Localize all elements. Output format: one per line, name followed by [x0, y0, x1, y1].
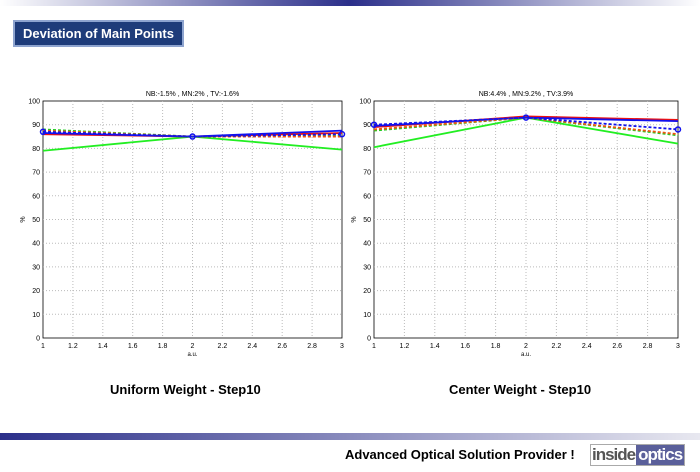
y-tick-label: 90: [363, 122, 371, 129]
y-tick-label: 0: [367, 336, 371, 343]
chart-title: NB:-1.5% , MN:2% , TV:-1.6%: [146, 91, 239, 98]
x-tick-label: 2: [191, 343, 195, 350]
x-tick-label: 1.2: [400, 343, 410, 350]
y-tick-label: 40: [32, 241, 40, 248]
y-tick-label: 40: [363, 241, 371, 248]
x-tick-label: 2.2: [552, 343, 562, 350]
x-tick-label: 2.8: [307, 343, 317, 350]
x-tick-label: 1: [41, 343, 45, 350]
y-tick-label: 10: [363, 312, 371, 319]
series-line-blue-dashed: [373, 116, 679, 131]
y-tick-label: 30: [32, 264, 40, 271]
x-tick-label: 1.8: [491, 343, 501, 350]
caption-center: Center Weight - Step10: [449, 382, 592, 397]
chart-title: NB:4.4% , MN:9.2% , TV:3.9%: [479, 91, 574, 98]
y-tick-label: 100: [28, 99, 40, 106]
y-tick-label: 90: [32, 122, 40, 129]
x-tick-label: 3: [340, 343, 344, 350]
bottom-bar: [0, 433, 700, 440]
y-tick-label: 80: [32, 146, 40, 153]
data-point-marker: [338, 130, 346, 138]
x-tick-label: 2.6: [277, 343, 287, 350]
logo: inside optics: [590, 444, 686, 466]
x-tick-label: 1.8: [158, 343, 168, 350]
x-tick-label: 1.6: [460, 343, 470, 350]
data-point-marker: [674, 126, 682, 133]
y-tick-label: 60: [363, 193, 371, 200]
top-bar: [0, 0, 700, 6]
x-tick-label: 2.4: [582, 343, 592, 350]
chart-uniform-weight: 1 1.2 1.4 1.6 1.8 2 2.2 2.4 2.6 2.8 30102030405060…: [20, 91, 346, 358]
x-tick-label: 3: [676, 343, 680, 350]
caption-uniform: Uniform Weight - Step10: [110, 382, 261, 397]
x-tick-label: 1.2: [68, 343, 78, 350]
x-axis-label: a.u.: [521, 352, 531, 358]
x-tick-label: 2.2: [218, 343, 228, 350]
chart-center-weight: 1 1.2 1.4 1.6 1.8 2 2.2 2.4 2.6 2.8 30102030405060…: [351, 91, 682, 358]
x-tick-label: 1.4: [430, 343, 440, 350]
y-tick-label: 80: [363, 146, 371, 153]
y-tick-label: 20: [32, 288, 40, 295]
y-tick-label: 30: [363, 264, 371, 271]
x-tick-label: 1.6: [128, 343, 138, 350]
y-axis-label: %: [351, 216, 358, 222]
x-tick-label: 2: [524, 343, 528, 350]
x-tick-label: 2.8: [643, 343, 653, 350]
data-point-marker: [189, 133, 196, 140]
y-tick-label: 60: [32, 193, 40, 200]
logo-left: inside: [591, 445, 636, 465]
y-tick-label: 70: [32, 170, 40, 177]
y-tick-label: 70: [363, 170, 371, 177]
y-tick-label: 100: [359, 99, 371, 106]
logo-right: optics: [636, 445, 685, 465]
y-tick-label: 0: [36, 336, 40, 343]
x-tick-label: 1.4: [98, 343, 108, 350]
x-tick-label: 2.6: [612, 343, 622, 350]
y-tick-label: 50: [363, 217, 371, 224]
x-axis-label: a.u.: [187, 352, 197, 358]
slogan: Advanced Optical Solution Provider !: [345, 447, 575, 462]
y-tick-label: 10: [32, 312, 40, 319]
page-title: Deviation of Main Points: [13, 20, 184, 47]
y-tick-label: 50: [32, 217, 40, 224]
y-tick-label: 20: [363, 288, 371, 295]
x-tick-label: 1: [372, 343, 376, 350]
series-line-blue-solid: [42, 129, 343, 138]
y-axis-label: %: [20, 216, 27, 222]
data-point-marker: [522, 114, 530, 121]
data-point-marker: [370, 121, 378, 128]
data-point-marker: [39, 128, 47, 136]
x-tick-label: 2.4: [247, 343, 257, 350]
